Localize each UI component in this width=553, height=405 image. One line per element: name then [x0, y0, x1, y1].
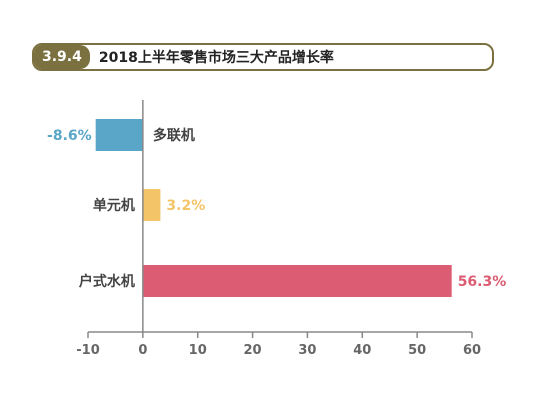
- x-tick-label: 30: [298, 343, 316, 358]
- x-tick-label: 20: [244, 343, 262, 358]
- value-label: 56.3%: [458, 274, 507, 290]
- x-tick-label: 0: [138, 343, 147, 358]
- chart-title: 2018上半年零售市场三大产品增长率: [98, 50, 334, 66]
- x-tick-label: 10: [189, 343, 207, 358]
- category-label: 单元机: [93, 197, 135, 214]
- chart-header: 3.9.4 2018上半年零售市场三大产品增长率: [32, 43, 494, 71]
- x-tick-label: 60: [463, 343, 481, 358]
- value-label: -8.6%: [47, 128, 92, 144]
- section-number-badge: 3.9.4: [34, 45, 90, 69]
- x-tick-label: 50: [408, 343, 426, 358]
- value-label: 3.2%: [166, 198, 205, 214]
- x-tick-label: -10: [76, 343, 100, 358]
- category-label: 户式水机: [79, 273, 135, 290]
- bar: [142, 189, 161, 221]
- category-label: 多联机: [153, 127, 195, 144]
- bar: [95, 119, 143, 151]
- bar: [142, 265, 452, 297]
- x-tick-label: 40: [353, 343, 371, 358]
